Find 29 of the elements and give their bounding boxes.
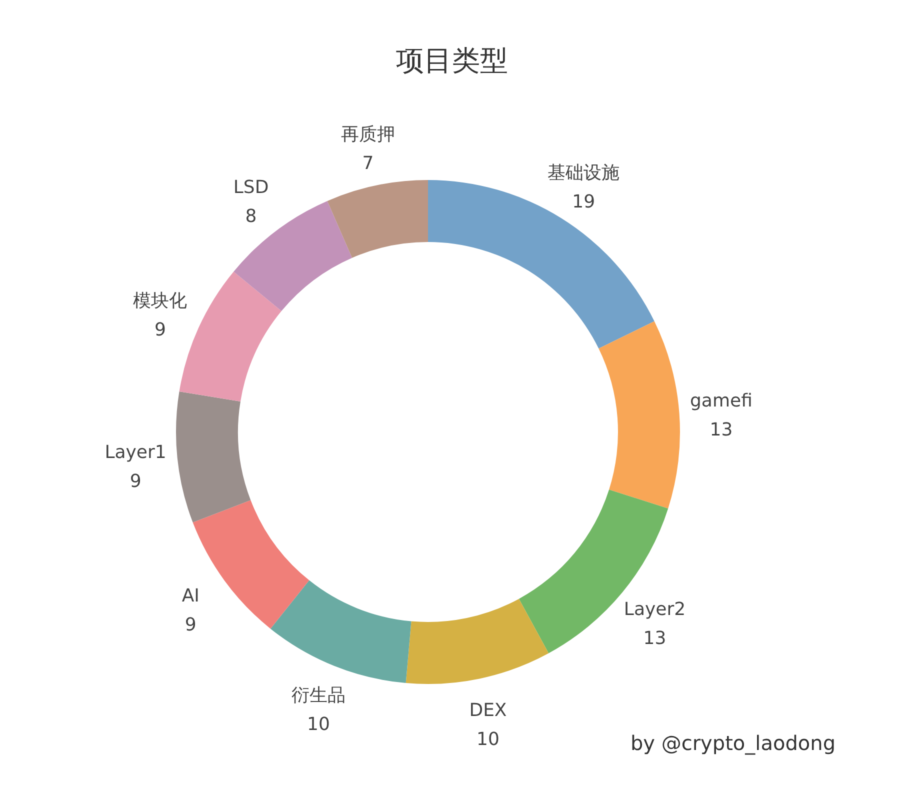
donut-slice	[270, 580, 412, 684]
slice-label: Layer1	[104, 442, 166, 464]
data-label: 9	[154, 320, 166, 341]
slice-label: 模块化	[133, 290, 188, 312]
data-label: 8	[245, 206, 257, 228]
slice-label: DEX	[469, 700, 507, 721]
slice-label: 再质押	[341, 124, 395, 146]
donut-slice	[428, 180, 654, 348]
donut-slice	[327, 180, 428, 258]
data-label: 13	[643, 628, 666, 650]
donut-slice	[234, 200, 352, 312]
slice-label: AI	[182, 586, 200, 607]
slice-label: 衍生品	[291, 684, 346, 706]
data-label: 19	[572, 192, 596, 213]
data-label: 10	[476, 728, 500, 750]
slice-label: gamefi	[690, 390, 752, 412]
chart-title: 项目类型	[396, 44, 508, 77]
data-label: 9	[130, 471, 142, 492]
donut-slice	[406, 598, 549, 684]
data-label: 7	[362, 153, 374, 174]
data-label: 9	[184, 614, 196, 636]
slice-label: 基础设施	[548, 162, 620, 184]
text: by @crypto_laodong	[630, 731, 836, 755]
data-label: 13	[710, 419, 733, 440]
slice-label: LSD	[233, 177, 269, 198]
slice-label: Layer2	[624, 599, 686, 620]
donut-slice	[176, 391, 251, 522]
donut-slice	[598, 321, 680, 508]
data-label: 10	[307, 714, 330, 735]
